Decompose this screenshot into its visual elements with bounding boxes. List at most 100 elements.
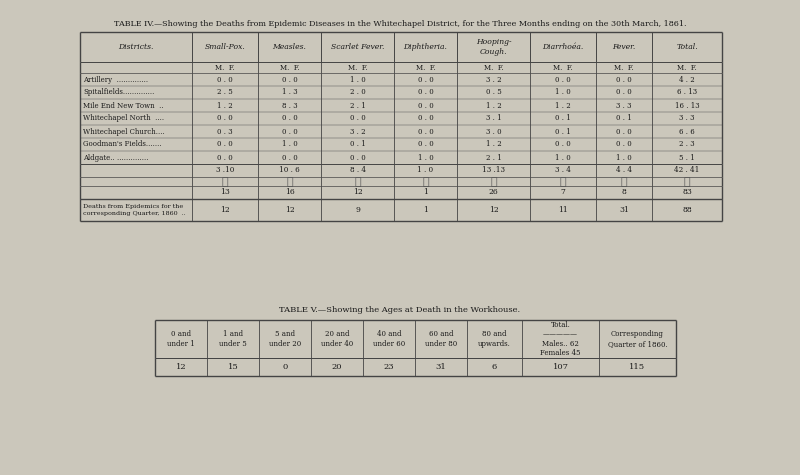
Text: Aldgate.. ..............: Aldgate.. .............. xyxy=(83,153,149,162)
Text: 1 . 0: 1 . 0 xyxy=(555,153,571,162)
Text: Diarrhoéa.: Diarrhoéa. xyxy=(542,43,584,51)
Text: 0 . 0: 0 . 0 xyxy=(350,153,366,162)
Text: 0 . 3: 0 . 3 xyxy=(217,127,233,135)
Text: 1 . 2: 1 . 2 xyxy=(555,102,571,110)
Text: 0 . 0: 0 . 0 xyxy=(217,153,233,162)
Text: 20: 20 xyxy=(332,363,342,371)
Text: Spitalfields..............: Spitalfields.............. xyxy=(83,88,154,96)
Text: 0 . 0: 0 . 0 xyxy=(282,153,298,162)
Text: 8 . 3: 8 . 3 xyxy=(282,102,298,110)
Text: 1 . 3: 1 . 3 xyxy=(282,88,298,96)
Text: 1 . 2: 1 . 2 xyxy=(486,141,502,149)
Text: 31: 31 xyxy=(436,363,446,371)
Text: 31: 31 xyxy=(619,206,629,214)
Text: 115: 115 xyxy=(630,363,646,371)
Text: 15: 15 xyxy=(228,363,238,371)
Text: Diphtheria.: Diphtheria. xyxy=(403,43,447,51)
Text: 3 . 4: 3 . 4 xyxy=(555,167,571,174)
Text: 13 .13: 13 .13 xyxy=(482,167,505,174)
Text: Measles.: Measles. xyxy=(273,43,306,51)
Text: 0 . 0: 0 . 0 xyxy=(418,127,434,135)
Text: 3 . 3: 3 . 3 xyxy=(679,114,694,123)
Text: 0 . 5: 0 . 5 xyxy=(486,88,502,96)
Text: 4 . 2: 4 . 2 xyxy=(679,76,695,84)
Text: 6: 6 xyxy=(492,363,497,371)
Text: ⁀: ⁀ xyxy=(684,178,690,188)
Text: Fever.: Fever. xyxy=(612,43,636,51)
Text: 1: 1 xyxy=(423,189,428,197)
Text: ⁀: ⁀ xyxy=(222,178,228,188)
Text: 3 . 2: 3 . 2 xyxy=(350,127,366,135)
Text: 2 . 3: 2 . 3 xyxy=(679,141,695,149)
Text: ⁀: ⁀ xyxy=(560,178,566,188)
Text: 0 and
under 1: 0 and under 1 xyxy=(167,330,195,348)
Text: 60 and
under 80: 60 and under 80 xyxy=(425,330,457,348)
Text: 8: 8 xyxy=(622,189,626,197)
Text: 0 . 0: 0 . 0 xyxy=(555,76,571,84)
Text: Goodman's Fields.......: Goodman's Fields....... xyxy=(83,141,162,149)
Text: 0 . 0: 0 . 0 xyxy=(418,114,434,123)
Text: 88: 88 xyxy=(682,206,692,214)
Text: 80 and
upwards.: 80 and upwards. xyxy=(478,330,511,348)
Text: ⁀: ⁀ xyxy=(286,178,293,188)
Text: M.  F.: M. F. xyxy=(677,64,697,72)
Text: 6 . 13: 6 . 13 xyxy=(677,88,697,96)
Text: 26: 26 xyxy=(489,189,498,197)
Text: 0 . 0: 0 . 0 xyxy=(616,76,632,84)
Text: 0 . 0: 0 . 0 xyxy=(418,88,434,96)
Text: Corresponding
Quarter of 1860.: Corresponding Quarter of 1860. xyxy=(608,330,667,348)
Text: 0 . 0: 0 . 0 xyxy=(616,141,632,149)
Text: 10 . 6: 10 . 6 xyxy=(279,167,300,174)
Text: 12: 12 xyxy=(489,206,498,214)
Text: 4 . 4: 4 . 4 xyxy=(616,167,632,174)
Text: 0 . 0: 0 . 0 xyxy=(217,114,233,123)
Text: 1: 1 xyxy=(423,206,428,214)
Text: 5 . 1: 5 . 1 xyxy=(679,153,695,162)
Text: 0: 0 xyxy=(282,363,288,371)
Text: 2 . 1: 2 . 1 xyxy=(350,102,366,110)
Text: M.  F.: M. F. xyxy=(553,64,573,72)
Text: TABLE IV.—Showing the Deaths from Epidemic Diseases in the Whitechapel District,: TABLE IV.—Showing the Deaths from Epidem… xyxy=(114,20,686,28)
Text: 0 . 0: 0 . 0 xyxy=(217,76,233,84)
Text: Artillery  ..............: Artillery .............. xyxy=(83,76,148,84)
Text: 7: 7 xyxy=(561,189,566,197)
Text: 3 . 1: 3 . 1 xyxy=(486,114,502,123)
Text: M.  F.: M. F. xyxy=(614,64,634,72)
Text: 3 .10: 3 .10 xyxy=(216,167,234,174)
Text: ⁀: ⁀ xyxy=(621,178,627,188)
Text: 0 . 0: 0 . 0 xyxy=(350,114,366,123)
Text: M.  F.: M. F. xyxy=(280,64,299,72)
Text: 12: 12 xyxy=(220,206,230,214)
Text: M.  F.: M. F. xyxy=(348,64,367,72)
Text: 9: 9 xyxy=(355,206,360,214)
Text: 0 . 1: 0 . 1 xyxy=(616,114,632,123)
Text: M.  F.: M. F. xyxy=(416,64,435,72)
Text: 0 . 1: 0 . 1 xyxy=(350,141,366,149)
Text: 13: 13 xyxy=(220,189,230,197)
Text: 8 . 4: 8 . 4 xyxy=(350,167,366,174)
Text: Deaths from Epidemics for the
corresponding Quarter, 1860  ..: Deaths from Epidemics for the correspond… xyxy=(83,204,186,216)
Text: 2 . 5: 2 . 5 xyxy=(217,88,233,96)
Text: 1 . 0: 1 . 0 xyxy=(555,88,571,96)
Text: 6 . 6: 6 . 6 xyxy=(679,127,695,135)
Text: 0 . 0: 0 . 0 xyxy=(616,88,632,96)
Text: 107: 107 xyxy=(553,363,569,371)
Text: 0 . 0: 0 . 0 xyxy=(418,102,434,110)
Text: 40 and
under 60: 40 and under 60 xyxy=(373,330,405,348)
Text: 0 . 0: 0 . 0 xyxy=(418,76,434,84)
Text: 16 . 13: 16 . 13 xyxy=(674,102,699,110)
Text: 1 . 0: 1 . 0 xyxy=(616,153,632,162)
Text: 0 . 0: 0 . 0 xyxy=(616,127,632,135)
Text: 1 . 0: 1 . 0 xyxy=(282,141,298,149)
Text: ⁀: ⁀ xyxy=(490,178,497,188)
Text: 1 . 0: 1 . 0 xyxy=(350,76,366,84)
Text: Total.: Total. xyxy=(676,43,698,51)
Text: M.  F.: M. F. xyxy=(215,64,235,72)
Text: 1 . 2: 1 . 2 xyxy=(486,102,502,110)
Text: 1 . 0: 1 . 0 xyxy=(418,167,434,174)
Text: Small-Pox.: Small-Pox. xyxy=(205,43,246,51)
Text: 16: 16 xyxy=(285,189,294,197)
Text: 2 . 1: 2 . 1 xyxy=(486,153,502,162)
Text: 0 . 0: 0 . 0 xyxy=(217,141,233,149)
Text: Mile End New Town  ..: Mile End New Town .. xyxy=(83,102,164,110)
